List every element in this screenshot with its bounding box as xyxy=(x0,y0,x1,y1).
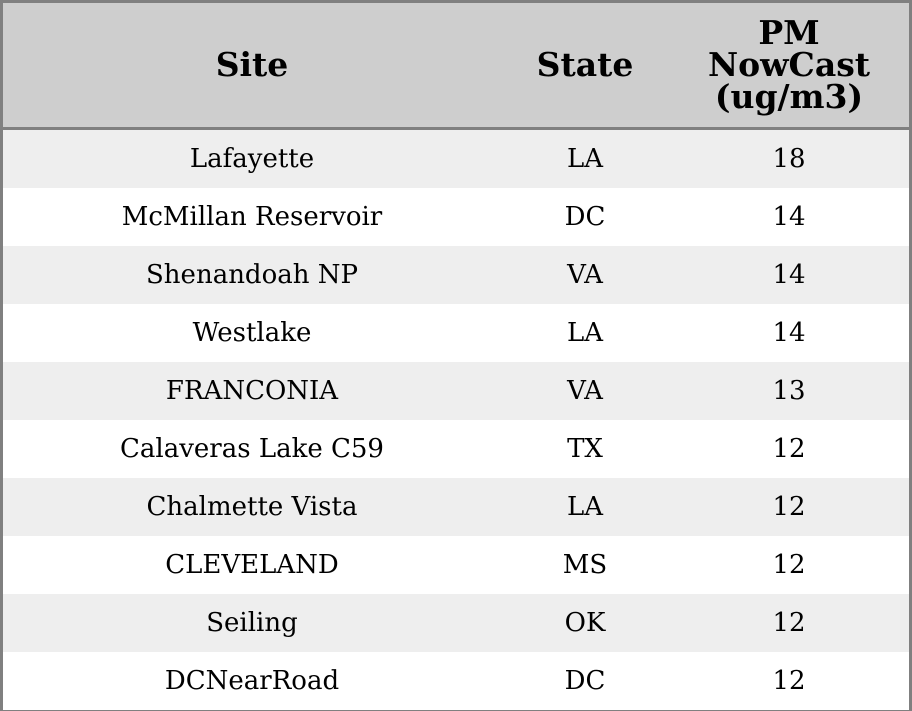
cell-state: LA xyxy=(501,478,669,536)
table-row: Seiling OK 12 xyxy=(3,594,909,652)
pm-nowcast-table: Site State PM NowCast (ug/m3) Lafayette LA 1… xyxy=(3,3,909,710)
table-header: Site State PM NowCast (ug/m3) xyxy=(3,3,909,130)
cell-site: Calaveras Lake C59 xyxy=(3,420,501,478)
cell-site: DCNearRoad xyxy=(3,652,501,710)
table-row: Lafayette LA 18 xyxy=(3,128,909,188)
cell-site: Lafayette xyxy=(3,128,501,188)
cell-state: DC xyxy=(501,652,669,710)
cell-pm-nowcast: 12 xyxy=(669,420,909,478)
cell-state: TX xyxy=(501,420,669,478)
cell-state: VA xyxy=(501,362,669,420)
cell-site: Westlake xyxy=(3,304,501,362)
cell-state: LA xyxy=(501,304,669,362)
table-row: Westlake LA 14 xyxy=(3,304,909,362)
table-row: Shenandoah NP VA 14 xyxy=(3,246,909,304)
cell-state: VA xyxy=(501,246,669,304)
cell-state: DC xyxy=(501,188,669,246)
table-row: McMillan Reservoir DC 14 xyxy=(3,188,909,246)
cell-pm-nowcast: 12 xyxy=(669,594,909,652)
cell-pm-nowcast: 14 xyxy=(669,246,909,304)
column-header-state: State xyxy=(501,3,669,130)
cell-site: Shenandoah NP xyxy=(3,246,501,304)
table-row: FRANCONIA VA 13 xyxy=(3,362,909,420)
table-row: Chalmette Vista LA 12 xyxy=(3,478,909,536)
cell-pm-nowcast: 14 xyxy=(669,304,909,362)
cell-pm-nowcast: 18 xyxy=(669,128,909,188)
table-row: CLEVELAND MS 12 xyxy=(3,536,909,594)
cell-site: Seiling xyxy=(3,594,501,652)
cell-site: Chalmette Vista xyxy=(3,478,501,536)
cell-site: McMillan Reservoir xyxy=(3,188,501,246)
cell-state: LA xyxy=(501,128,669,188)
table-row: DCNearRoad DC 12 xyxy=(3,652,909,710)
cell-pm-nowcast: 12 xyxy=(669,536,909,594)
table-body: Lafayette LA 18 McMillan Reservoir DC 14 Shena… xyxy=(3,128,909,710)
column-header-site: Site xyxy=(3,3,501,130)
cell-pm-nowcast: 13 xyxy=(669,362,909,420)
cell-state: OK xyxy=(501,594,669,652)
table-row: Calaveras Lake C59 TX 12 xyxy=(3,420,909,478)
cell-site: CLEVELAND xyxy=(3,536,501,594)
cell-site: FRANCONIA xyxy=(3,362,501,420)
cell-pm-nowcast: 12 xyxy=(669,478,909,536)
column-header-pm-nowcast: PM NowCast (ug/m3) xyxy=(669,3,909,130)
cell-pm-nowcast: 14 xyxy=(669,188,909,246)
cell-state: MS xyxy=(501,536,669,594)
cell-pm-nowcast: 12 xyxy=(669,652,909,710)
header-row: Site State PM NowCast (ug/m3) xyxy=(3,3,909,130)
